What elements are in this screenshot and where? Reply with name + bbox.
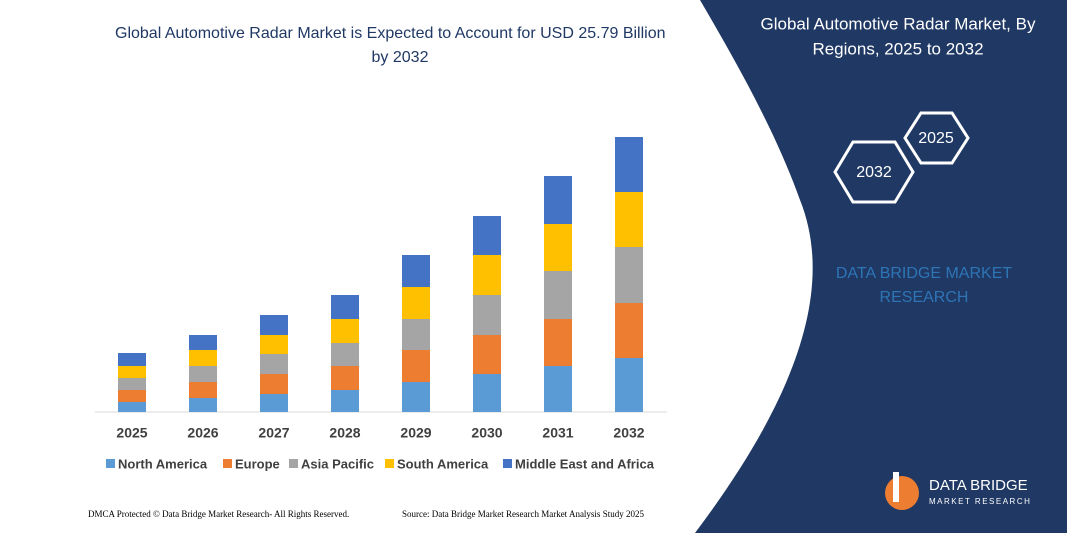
legend-swatch — [289, 459, 298, 468]
bar-segment — [473, 335, 501, 374]
bar-segment — [118, 390, 146, 402]
bar-segment — [189, 398, 217, 412]
bar-segment — [189, 335, 217, 350]
legend-swatch — [223, 459, 232, 468]
bar-segment — [473, 295, 501, 335]
bar-segment — [331, 390, 359, 412]
legend-label: North America — [118, 456, 208, 471]
bar-segment — [331, 319, 359, 343]
bar-segment — [544, 366, 572, 412]
side-title: Global Automotive Radar Market, By Region… — [761, 14, 1036, 58]
hexagon-back — [903, 111, 970, 165]
x-tick-label: 2026 — [187, 425, 218, 441]
side-title-line2: Regions, 2025 to 2032 — [812, 39, 983, 58]
bar-segment — [260, 354, 288, 374]
brand-line2: RESEARCH — [880, 289, 969, 306]
chart-title-line2: by 2032 — [372, 49, 429, 66]
bar-segment — [118, 402, 146, 412]
bar-segment — [331, 343, 359, 366]
bar-segment — [615, 192, 643, 247]
bar-segment — [118, 366, 146, 378]
bar-segment — [402, 319, 430, 350]
legend-label: South America — [397, 456, 489, 471]
bar-segment — [615, 358, 643, 412]
logo-icon — [885, 476, 919, 510]
bar-segment — [331, 366, 359, 390]
x-tick-label: 2032 — [613, 425, 644, 441]
bar-segment — [118, 353, 146, 366]
side-panel-bg — [695, 0, 1067, 533]
bar-segment — [544, 176, 572, 224]
bar-segment — [473, 374, 501, 412]
x-tick-label: 2027 — [258, 425, 289, 441]
hex-label-back: 2025 — [918, 130, 954, 147]
bar-segment — [544, 271, 572, 319]
logo-name: DATA BRIDGE — [929, 477, 1028, 494]
bar-segment — [402, 255, 430, 287]
legend-swatch — [503, 459, 512, 468]
brand: DATA BRIDGE MARKET RESEARCH — [836, 265, 1013, 306]
bar-segment — [260, 374, 288, 394]
brand-line1: DATA BRIDGE MARKET — [836, 265, 1013, 282]
bar-segment — [331, 295, 359, 319]
bar-segment — [473, 255, 501, 295]
legend-label: Asia Pacific — [301, 456, 374, 471]
x-tick-label: 2025 — [116, 425, 147, 441]
bar-segment — [544, 319, 572, 366]
hexagon-front — [833, 140, 915, 204]
logo-icon-stem — [893, 472, 899, 502]
bar-segment — [402, 350, 430, 382]
bar-segment — [189, 366, 217, 382]
footer-left: DMCA Protected © Data Bridge Market Rese… — [88, 509, 349, 519]
bar-segment — [615, 137, 643, 192]
legend-label: Europe — [235, 456, 280, 471]
x-tick-label: 2030 — [471, 425, 502, 441]
bar-segment — [402, 287, 430, 319]
side-title-line1: Global Automotive Radar Market, By — [761, 14, 1036, 33]
bar-segment — [189, 350, 217, 366]
chart-title-line1: Global Automotive Radar Market is Expect… — [115, 25, 666, 42]
bar-segment — [260, 394, 288, 412]
footer-right: Source: Data Bridge Market Research Mark… — [402, 509, 644, 519]
bar-segment — [118, 378, 146, 390]
bar-segment — [544, 224, 572, 271]
legend-swatch — [385, 459, 394, 468]
bar-segment — [473, 216, 501, 255]
x-tick-label: 2029 — [400, 425, 431, 441]
bar-segment — [615, 247, 643, 303]
plot: 2025 2026 2027 2028 2029 2030 2031 2032 North Am… — [106, 137, 655, 471]
bar-segment — [615, 303, 643, 358]
bar-segment — [260, 315, 288, 335]
x-tick-label: 2031 — [542, 425, 573, 441]
chart-title: Global Automotive Radar Market is Expect… — [115, 25, 666, 66]
hex-label-front: 2032 — [856, 164, 892, 181]
x-tick-label: 2028 — [329, 425, 360, 441]
bar-segment — [402, 382, 430, 412]
bar-segment — [189, 382, 217, 398]
legend-label: Middle East and Africa — [515, 456, 655, 471]
legend-swatch — [106, 459, 115, 468]
logo-tagline: MARKET RESEARCH — [929, 497, 1031, 506]
bar-segment — [260, 335, 288, 354]
